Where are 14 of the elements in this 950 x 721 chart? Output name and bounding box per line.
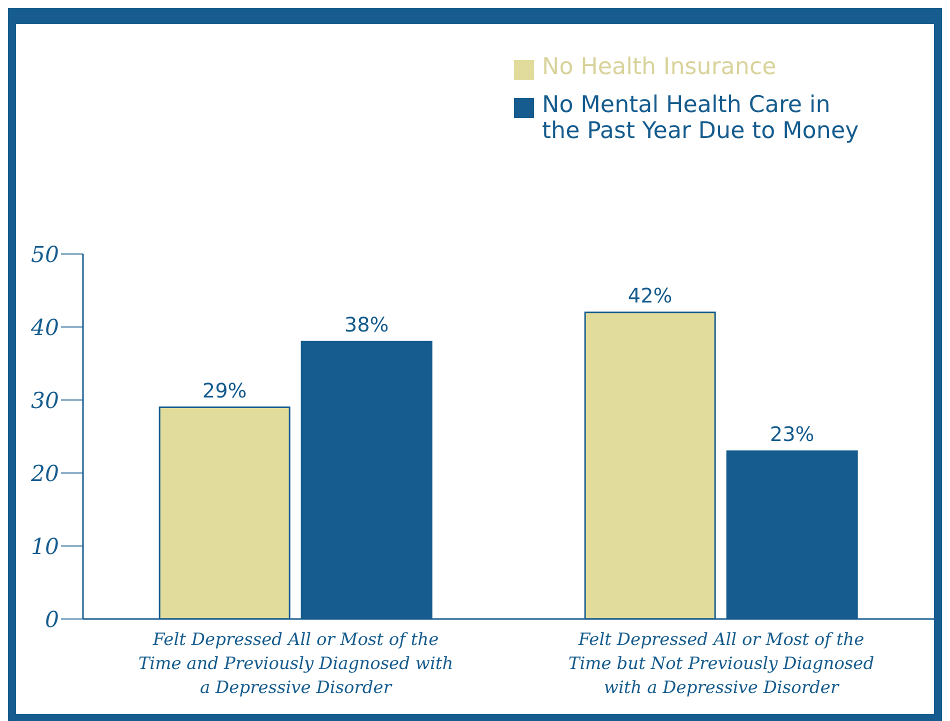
y-tick-label: 50 xyxy=(31,242,59,268)
x-tick-label: Felt Depressed All or Most of the Time but Not Previously Diagnosed with a Depressive Disorder xyxy=(568,630,874,698)
data-label: 42% xyxy=(628,283,672,308)
data-label: 29% xyxy=(202,378,247,402)
data-label: 23% xyxy=(770,422,814,446)
data-label: 38% xyxy=(344,312,389,337)
y-tick-label: 0 xyxy=(45,608,59,633)
legend-label: No Health Insurance xyxy=(542,54,776,80)
y-tick-label: 40 xyxy=(30,316,59,341)
y-tick-label: 10 xyxy=(31,534,59,560)
y-tick-label: 20 xyxy=(30,462,59,487)
x-tick-label: Felt Depressed All or Most of the Time and Previously Diagnosed with a Depressive Disorder xyxy=(138,630,454,698)
legend-label: No Mental Health Care in the Past Year Due to Money xyxy=(542,92,860,144)
y-tick-label: 30 xyxy=(31,388,59,414)
